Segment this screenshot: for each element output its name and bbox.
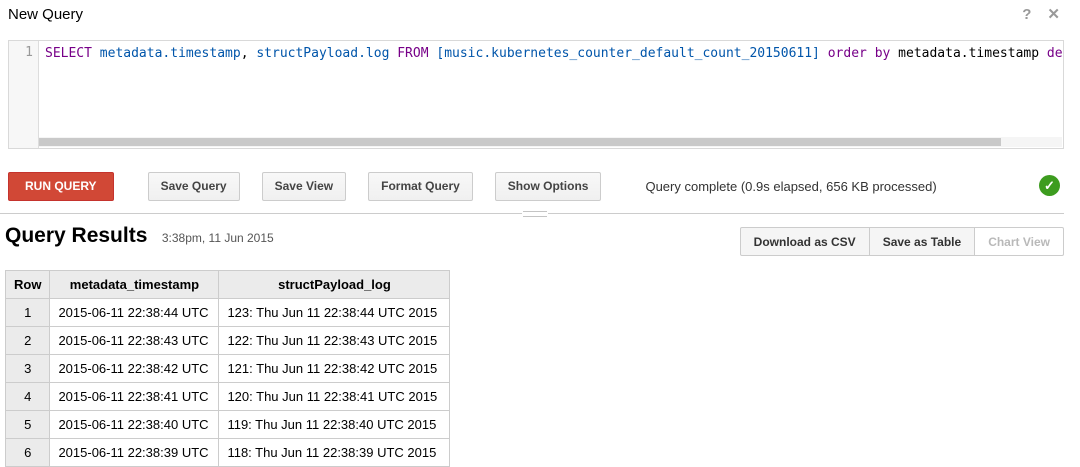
sql-token-keyword: FROM bbox=[397, 46, 429, 61]
row-number-cell: 2 bbox=[4, 326, 51, 355]
table-row: 3 2015-06-11 22:38:42 UTC 121: Thu Jun 11 … bbox=[4, 354, 451, 383]
structpayload-log-cell: 119: Thu Jun 11 22:38:40 UTC 2015 bbox=[218, 410, 451, 439]
structpayload-log-cell: 118: Thu Jun 11 22:38:39 UTC 2015 bbox=[218, 438, 451, 467]
close-icon[interactable]: ✕ bbox=[1047, 6, 1060, 23]
structpayload-log-cell: 120: Thu Jun 11 22:38:41 UTC 2015 bbox=[218, 382, 451, 411]
line-number: 1 bbox=[25, 45, 33, 60]
sql-token-keyword: des bbox=[1046, 46, 1063, 61]
results-title: Query Results bbox=[5, 224, 148, 247]
download-as-csv-button[interactable]: Download as CSV bbox=[739, 227, 870, 256]
sql-token-field: [music.kubernetes_counter_default_count_… bbox=[436, 46, 820, 61]
table-row: 4 2015-06-11 22:38:41 UTC 120: Thu Jun 11 … bbox=[4, 382, 451, 411]
query-editor[interactable]: 1 SELECT metadata.timestamp, structPaylo… bbox=[8, 40, 1064, 149]
splitter-drag-handle[interactable] bbox=[522, 209, 548, 220]
table-row: 1 2015-06-11 22:38:44 UTC 123: Thu Jun 11 … bbox=[4, 298, 451, 327]
sql-token-plain bbox=[820, 46, 828, 61]
column-header-row: Row bbox=[4, 270, 51, 299]
row-number-cell: 3 bbox=[4, 354, 51, 383]
column-header-structpayload-log: structPayload_log bbox=[218, 270, 451, 299]
editor-horizontal-scrollbar[interactable] bbox=[39, 137, 1062, 147]
row-number-cell: 6 bbox=[4, 438, 51, 467]
row-number-cell: 5 bbox=[4, 410, 51, 439]
save-query-button[interactable]: Save Query bbox=[147, 171, 240, 201]
structpayload-log-cell: 122: Thu Jun 11 22:38:43 UTC 2015 bbox=[218, 326, 451, 355]
query-status-text: Query complete (0.9s elapsed, 656 KB pro… bbox=[645, 178, 937, 194]
scrollbar-thumb[interactable] bbox=[39, 138, 1001, 146]
structpayload-log-cell: 121: Thu Jun 11 22:38:42 UTC 2015 bbox=[218, 354, 451, 383]
help-icon[interactable]: ? bbox=[1022, 6, 1032, 23]
column-header-metadata-timestamp: metadata_timestamp bbox=[49, 270, 220, 299]
table-row: 5 2015-06-11 22:38:40 UTC 119: Thu Jun 11 … bbox=[4, 410, 451, 439]
save-as-table-button[interactable]: Save as Table bbox=[869, 227, 976, 256]
sql-token-field: structPayload.log bbox=[256, 46, 390, 61]
chart-view-button: Chart View bbox=[975, 227, 1064, 256]
table-header-row: Row metadata_timestamp structPayload_log bbox=[4, 270, 451, 299]
metadata-timestamp-cell: 2015-06-11 22:38:39 UTC bbox=[49, 438, 220, 467]
sql-token-keyword: SELECT bbox=[45, 46, 92, 61]
editor-line-number-gutter: 1 bbox=[9, 41, 39, 148]
metadata-timestamp-cell: 2015-06-11 22:38:41 UTC bbox=[49, 382, 220, 411]
sql-token-keyword: by bbox=[874, 46, 891, 61]
metadata-timestamp-cell: 2015-06-11 22:38:40 UTC bbox=[49, 410, 220, 439]
sql-token-plain: , bbox=[240, 46, 257, 61]
query-complete-check-icon[interactable]: ✓ bbox=[1039, 175, 1060, 196]
results-header: Query Results 3:38pm, 11 Jun 2015 Downlo… bbox=[5, 224, 1064, 262]
metadata-timestamp-cell: 2015-06-11 22:38:43 UTC bbox=[49, 326, 220, 355]
save-view-button[interactable]: Save View bbox=[261, 171, 347, 201]
sql-token-plain: metadata.timestamp bbox=[890, 46, 1047, 61]
query-toolbar: RUN QUERY Save Query Save View Format Qu… bbox=[8, 171, 1080, 201]
sql-token-keyword: order bbox=[827, 46, 867, 61]
table-row: 6 2015-06-11 22:38:39 UTC 118: Thu Jun 11 … bbox=[4, 438, 451, 467]
sql-query-text[interactable]: SELECT metadata.timestamp, structPayload… bbox=[39, 41, 1063, 62]
row-number-cell: 1 bbox=[4, 298, 51, 327]
sql-token-field: metadata.timestamp bbox=[99, 46, 241, 61]
format-query-button[interactable]: Format Query bbox=[368, 171, 473, 201]
table-row: 2 2015-06-11 22:38:43 UTC 122: Thu Jun 11 … bbox=[4, 326, 451, 355]
show-options-button[interactable]: Show Options bbox=[494, 171, 602, 201]
editor-code-area[interactable]: SELECT metadata.timestamp, structPayload… bbox=[39, 41, 1063, 137]
title-icons: ? ✕ bbox=[1022, 7, 1060, 23]
results-table: Row metadata_timestamp structPayload_log… bbox=[4, 270, 451, 467]
sql-token-plain bbox=[867, 46, 875, 61]
page-title: New Query bbox=[8, 6, 84, 23]
results-timestamp: 3:38pm, 11 Jun 2015 bbox=[161, 231, 274, 245]
run-query-button[interactable]: RUN QUERY bbox=[8, 171, 114, 201]
sql-token-plain bbox=[92, 46, 100, 61]
row-number-cell: 4 bbox=[4, 382, 51, 411]
metadata-timestamp-cell: 2015-06-11 22:38:42 UTC bbox=[49, 354, 220, 383]
structpayload-log-cell: 123: Thu Jun 11 22:38:44 UTC 2015 bbox=[218, 298, 451, 327]
metadata-timestamp-cell: 2015-06-11 22:38:44 UTC bbox=[49, 298, 220, 327]
results-button-group: Download as CSV Save as Table Chart View bbox=[739, 227, 1064, 256]
